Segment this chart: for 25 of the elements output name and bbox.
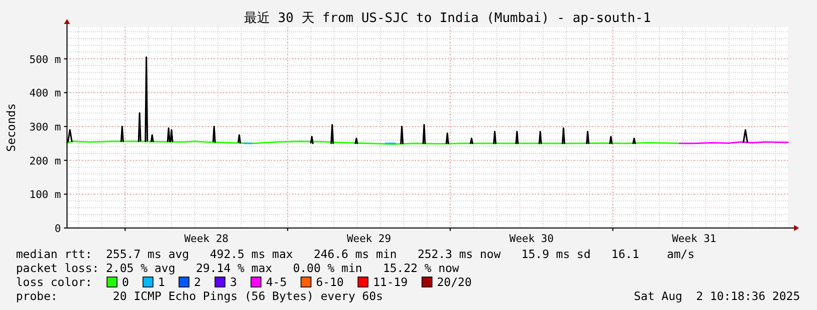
text: Sat Aug 2 10:18:36 2025 [634,289,800,303]
chart-title: 最近 30 天 from US-SJC to India (Mumbai) - ap-south-1 [244,11,651,26]
y-axis-title: Seconds [4,103,18,152]
legend-label: 4-5 [266,275,287,289]
legend-label: 2 [194,275,201,289]
y-tick-label: 200 m [29,155,61,168]
y-tick-label: 400 m [29,88,61,100]
y-tick-label: 0 [54,223,61,235]
text: packet loss: 2.05 % avg 29.14 % max 0.00 % min 15.22 % now [16,261,460,275]
y-tick-label: 300 m [29,121,61,134]
legend-label: 3 [230,275,237,289]
y-tick-label: 100 m [29,189,61,202]
x-tick-label: Week 28 [184,233,228,245]
x-tick-label: Week 31 [672,233,716,245]
text: probe: 20 ICMP Echo Pings (56 Bytes) every 60s [16,289,383,303]
legend-label: 6-10 [316,275,344,289]
x-tick-label: Week 29 [346,233,392,245]
legend-label: 0 [122,275,129,289]
text: median rtt: 255.7 ms avg 492.5 ms max 246.6 ms min 252.3 ms now 15.9 ms sd 16.1 am/s [16,247,695,261]
legend-title: loss color: [16,275,92,289]
legend-label: 20/20 [437,275,472,289]
y-tick-label: 500 m [29,54,61,66]
legend-label: 11-19 [373,275,408,289]
x-tick-label: Week 30 [509,233,554,245]
legend-label: 1 [158,275,165,289]
